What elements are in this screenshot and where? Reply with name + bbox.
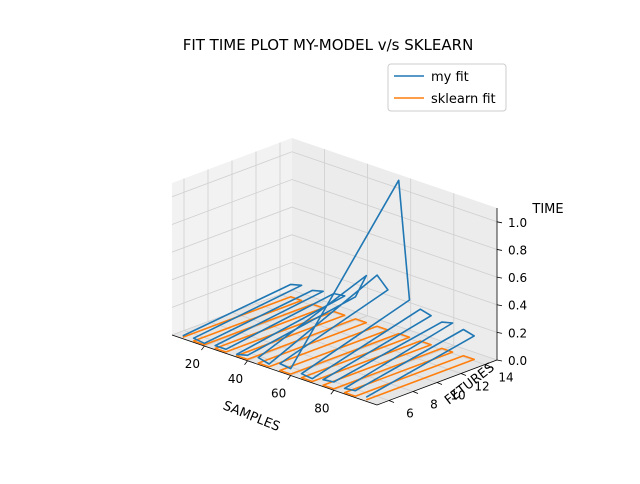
series-line-my-fit: [182, 179, 476, 398]
z-tick-label: 0.8: [508, 243, 527, 257]
z-tick-mark: [496, 221, 503, 224]
tick-marks: [201, 221, 503, 403]
x-tick-label: 60: [271, 387, 286, 401]
z-tick-label: 0.0: [508, 354, 527, 368]
x-tick-label: 40: [228, 372, 243, 386]
z-axis-label: TIME: [531, 202, 563, 217]
series-lines: [182, 179, 476, 401]
grid-line-z: [171, 206, 498, 278]
z-tick-mark: [496, 331, 503, 334]
series-line-sklearn-fit: [182, 295, 476, 401]
y-tick-label: 12: [474, 380, 489, 394]
x-axis-label: SAMPLES: [221, 399, 282, 435]
x-tick-mark: [244, 360, 248, 366]
pane-back: [292, 138, 497, 360]
grid-line-z: [171, 179, 498, 250]
y-tick-label: 6: [406, 407, 414, 421]
z-tick-mark: [496, 304, 503, 307]
legend-label-sklearn-fit: sklearn fit: [431, 92, 496, 107]
z-tick-mark: [496, 276, 503, 279]
y-tick-mark: [436, 382, 443, 385]
y-tick-mark: [484, 364, 491, 367]
legend-label-my-fit: my fit: [431, 70, 469, 85]
x-tick-label: 20: [185, 357, 200, 371]
x-axis-line: [171, 334, 378, 406]
grid-line-z: [171, 261, 498, 333]
y-tick-label: 8: [430, 398, 438, 412]
x-tick-mark: [201, 345, 205, 351]
y-tick-mark: [388, 400, 395, 403]
y-tick-label: 14: [498, 371, 513, 385]
chart-title: FIT TIME PLOT MY-MODEL v/s SKLEARN: [183, 36, 474, 54]
grid-line-z: [171, 151, 498, 223]
x-tick-mark: [330, 390, 335, 395]
z-tick-label: 0.4: [508, 299, 527, 313]
x-tick-label: 80: [314, 401, 329, 415]
x-tick-mark: [287, 375, 292, 380]
y-tick-label: 10: [450, 389, 465, 403]
legend: my fit sklearn fit: [387, 63, 507, 112]
grid-line-z: [171, 234, 498, 306]
z-tick-mark: [496, 359, 503, 362]
tick-labels: 20 40 60 80 6 8 10 12 14 0.0 0.2 0.4 0.6 0.8 1.0: [185, 216, 527, 421]
z-tick-label: 0.6: [508, 271, 527, 285]
z-tick-mark: [496, 249, 503, 251]
z-tick-label: 0.2: [508, 326, 527, 340]
y-tick-mark: [460, 373, 467, 376]
z-tick-label: 1.0: [508, 216, 527, 230]
y-tick-mark: [412, 391, 419, 394]
